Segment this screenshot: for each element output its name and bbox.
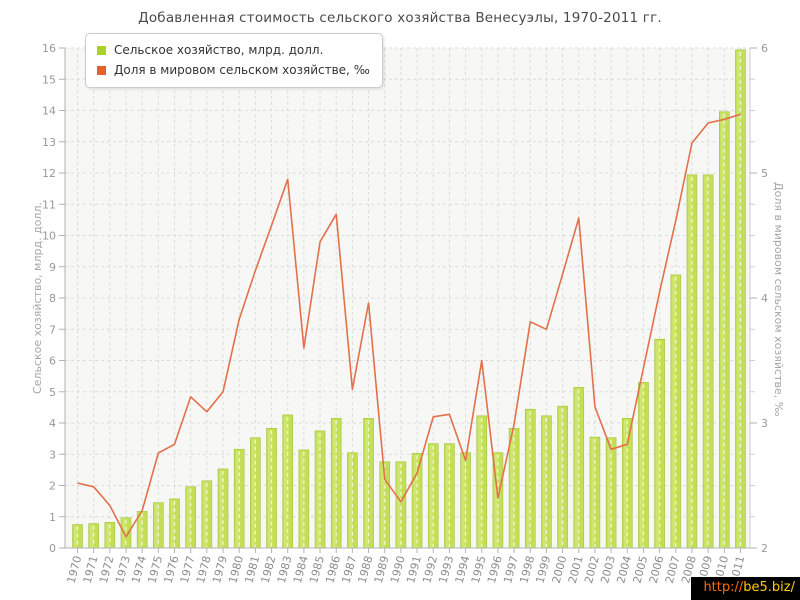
- left-tick-label: 4: [49, 417, 56, 430]
- bar-highlight: [445, 445, 449, 548]
- bar-highlight: [462, 454, 466, 548]
- left-tick-label: 16: [42, 42, 56, 55]
- watermark-prefix: http://: [703, 580, 744, 595]
- watermark[interactable]: http://be5.biz/: [691, 577, 800, 600]
- right-tick-label: 2: [761, 542, 768, 555]
- bar-highlight: [736, 51, 740, 548]
- legend-box: Сельское хозяйство, млрд. долл. Доля в м…: [85, 33, 383, 88]
- bar-highlight: [575, 388, 579, 548]
- bar-highlight: [154, 504, 158, 548]
- left-tick-label: 3: [49, 448, 56, 461]
- bar-highlight: [348, 454, 352, 548]
- legend-swatch-agriculture-icon: [97, 45, 106, 55]
- bar-highlight: [203, 482, 207, 548]
- bar-highlight: [656, 340, 660, 548]
- bar-highlight: [510, 429, 514, 548]
- right-tick-label: 6: [761, 42, 768, 55]
- y-axis-title-left: Сельское хозяйство, млрд. долл.: [31, 202, 44, 394]
- bar-highlight: [381, 463, 385, 548]
- bar-highlight: [187, 488, 191, 548]
- bar-highlight: [607, 439, 611, 548]
- left-tick-label: 11: [42, 198, 56, 211]
- bar-highlight: [559, 407, 563, 548]
- bar-highlight: [138, 512, 142, 548]
- left-tick-label: 1: [49, 511, 56, 524]
- bar-highlight: [332, 419, 336, 548]
- bar-highlight: [251, 439, 255, 548]
- bar-highlight: [623, 419, 627, 548]
- bar-highlight: [316, 432, 320, 548]
- right-axis-ticks: 2 3 4 5 6: [750, 42, 768, 555]
- left-tick-label: 14: [42, 105, 56, 118]
- bar-highlight: [219, 470, 223, 548]
- bar-highlight: [413, 454, 417, 548]
- bar-highlight: [268, 429, 272, 548]
- legend-swatch-world-share-icon: [97, 65, 106, 75]
- x-axis-ticks: 1970197119721973197419751976197719781979…: [65, 548, 747, 585]
- bar-highlight: [365, 419, 369, 548]
- chart-title: Добавленная стоимость сельского хозяйств…: [138, 10, 662, 26]
- legend-label-world-share: Доля в мировом сельском хозяйстве, ‰: [114, 63, 370, 77]
- right-tick-label: 5: [761, 167, 768, 180]
- bar-highlight: [720, 113, 724, 548]
- right-tick-label: 4: [761, 292, 768, 305]
- left-tick-label: 5: [49, 386, 56, 399]
- left-tick-label: 2: [49, 480, 56, 493]
- bar-highlight: [429, 445, 433, 548]
- share-line: [77, 113, 741, 538]
- bar-highlight: [284, 416, 288, 548]
- bar-highlight: [235, 450, 239, 548]
- bar-highlight: [526, 410, 530, 548]
- bar-highlight: [397, 463, 401, 548]
- bar-series: [72, 49, 746, 549]
- left-tick-label: 15: [42, 73, 56, 86]
- left-tick-label: 10: [42, 230, 56, 243]
- left-tick-label: 7: [49, 323, 56, 336]
- bar-highlight: [106, 523, 110, 548]
- bar-highlight: [688, 176, 692, 548]
- left-tick-label: 12: [42, 167, 56, 180]
- left-tick-label: 8: [49, 292, 56, 305]
- bar-highlight: [90, 525, 94, 548]
- bar-highlight: [639, 383, 643, 548]
- left-tick-label: 13: [42, 136, 56, 149]
- left-tick-label: 6: [49, 355, 56, 368]
- bar-highlight: [704, 176, 708, 548]
- right-tick-label: 3: [761, 417, 768, 430]
- watermark-domain: be5.biz/: [743, 580, 795, 595]
- bar-highlight: [478, 417, 482, 548]
- bar-highlight: [171, 500, 175, 548]
- bar-highlight: [74, 526, 77, 548]
- bar-highlight: [542, 417, 546, 548]
- bar-highlight: [591, 438, 595, 548]
- bar-highlight: [672, 276, 676, 548]
- legend-item-world-share: Доля в мировом сельском хозяйстве, ‰: [97, 60, 370, 80]
- left-tick-label: 0: [49, 542, 56, 555]
- y-axis-title-right: Доля в мировом сельском хозяйстве, ‰: [772, 182, 785, 417]
- bar-highlight: [494, 454, 498, 548]
- bar-highlight: [300, 451, 304, 548]
- legend-label-agriculture: Сельское хозяйство, млрд. долл.: [114, 43, 324, 57]
- legend-item-agriculture: Сельское хозяйство, млрд. долл.: [97, 40, 370, 60]
- left-tick-label: 9: [49, 261, 56, 274]
